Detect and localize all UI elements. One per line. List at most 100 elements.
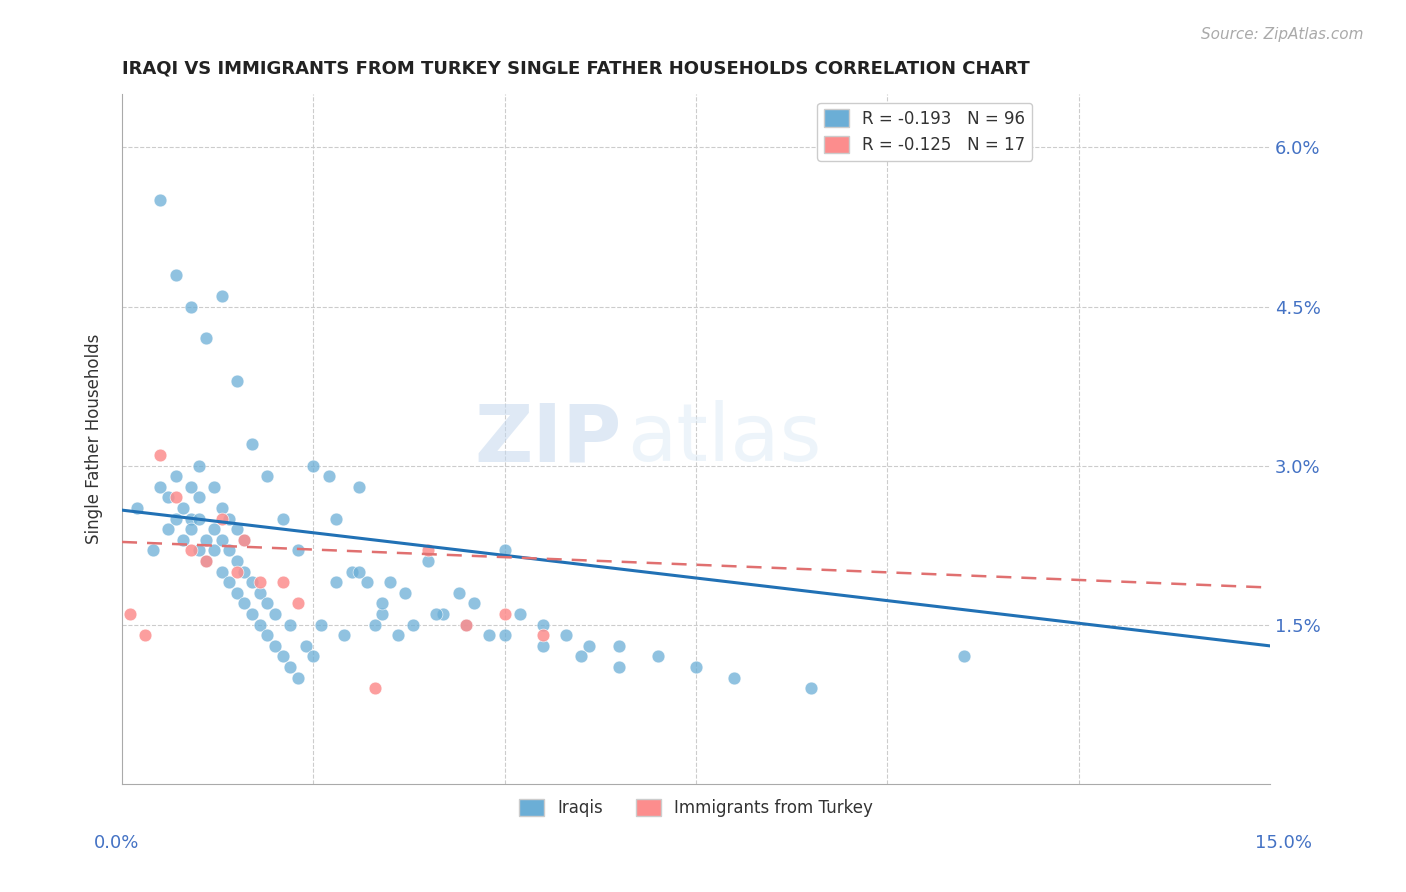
Point — [378, 575, 401, 590]
Point — [264, 607, 287, 621]
Point — [418, 543, 440, 558]
Point — [418, 554, 440, 568]
Point — [271, 511, 294, 525]
Point — [363, 617, 385, 632]
Point — [180, 300, 202, 314]
Point — [156, 491, 179, 505]
Point — [180, 511, 202, 525]
Point — [149, 480, 172, 494]
Point — [211, 511, 233, 525]
Point — [225, 554, 247, 568]
Point — [325, 511, 347, 525]
Point — [211, 289, 233, 303]
Point — [478, 628, 501, 642]
Point — [165, 511, 187, 525]
Point — [134, 628, 156, 642]
Point — [463, 597, 485, 611]
Point — [447, 586, 470, 600]
Point — [233, 533, 256, 547]
Point — [325, 575, 347, 590]
Point — [256, 597, 278, 611]
Point — [509, 607, 531, 621]
Point — [172, 501, 194, 516]
Point — [156, 522, 179, 536]
Point — [249, 617, 271, 632]
Point — [202, 480, 225, 494]
Point — [202, 543, 225, 558]
Point — [309, 617, 332, 632]
Point — [195, 533, 218, 547]
Point — [531, 639, 554, 653]
Point — [249, 586, 271, 600]
Point — [609, 660, 631, 674]
Point — [211, 565, 233, 579]
Point — [363, 681, 385, 696]
Point — [165, 469, 187, 483]
Point — [387, 628, 409, 642]
Point — [280, 617, 302, 632]
Point — [149, 194, 172, 208]
Point — [180, 522, 202, 536]
Point — [165, 491, 187, 505]
Point — [218, 575, 240, 590]
Point — [256, 628, 278, 642]
Point — [218, 543, 240, 558]
Text: IRAQI VS IMMIGRANTS FROM TURKEY SINGLE FATHER HOUSEHOLDS CORRELATION CHART: IRAQI VS IMMIGRANTS FROM TURKEY SINGLE F… — [122, 60, 1029, 78]
Point — [531, 628, 554, 642]
Point — [240, 437, 263, 451]
Text: 15.0%: 15.0% — [1256, 834, 1312, 852]
Point — [333, 628, 356, 642]
Point — [187, 511, 209, 525]
Point — [349, 480, 371, 494]
Point — [233, 597, 256, 611]
Point — [211, 533, 233, 547]
Point — [225, 374, 247, 388]
Point — [271, 649, 294, 664]
Point — [302, 458, 325, 473]
Point — [494, 543, 516, 558]
Point — [180, 480, 202, 494]
Point — [225, 586, 247, 600]
Point — [225, 565, 247, 579]
Point — [294, 639, 316, 653]
Point — [456, 617, 478, 632]
Point — [149, 448, 172, 462]
Point — [494, 628, 516, 642]
Point — [195, 554, 218, 568]
Point — [287, 671, 309, 685]
Point — [225, 522, 247, 536]
Point — [953, 649, 976, 664]
Point — [240, 575, 263, 590]
Point — [249, 575, 271, 590]
Point — [172, 533, 194, 547]
Point — [578, 639, 600, 653]
Text: atlas: atlas — [627, 401, 821, 478]
Point — [394, 586, 416, 600]
Point — [233, 533, 256, 547]
Point — [264, 639, 287, 653]
Text: Source: ZipAtlas.com: Source: ZipAtlas.com — [1201, 27, 1364, 42]
Point — [187, 543, 209, 558]
Point — [340, 565, 363, 579]
Point — [187, 458, 209, 473]
Point — [647, 649, 669, 664]
Point — [287, 543, 309, 558]
Point — [165, 268, 187, 282]
Point — [256, 469, 278, 483]
Point — [195, 554, 218, 568]
Point — [233, 565, 256, 579]
Point — [531, 617, 554, 632]
Point — [142, 543, 165, 558]
Point — [494, 607, 516, 621]
Point — [685, 660, 707, 674]
Point — [609, 639, 631, 653]
Point — [287, 597, 309, 611]
Text: 0.0%: 0.0% — [94, 834, 139, 852]
Point — [118, 607, 141, 621]
Point — [302, 649, 325, 664]
Point — [195, 331, 218, 345]
Point — [240, 607, 263, 621]
Point — [202, 522, 225, 536]
Point — [456, 617, 478, 632]
Point — [800, 681, 823, 696]
